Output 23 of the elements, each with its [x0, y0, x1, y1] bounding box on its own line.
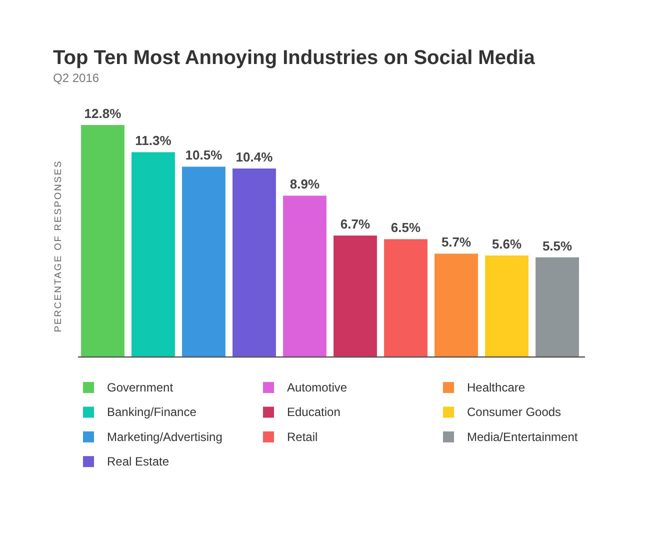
chart-subtitle: Q2 2016: [53, 71, 100, 85]
legend-label: Banking/Finance: [107, 405, 197, 420]
legend-label: Marketing/Advertising: [107, 430, 222, 444]
chart-title: Top Ten Most Annoying Industries on Social Media: [53, 47, 536, 69]
data-label: 6.5%: [390, 220, 422, 236]
data-label: 12.8%: [84, 106, 122, 121]
legend-label: Real Estate: [107, 454, 170, 469]
data-label: 11.3%: [135, 133, 172, 148]
legend-label: Retail: [287, 430, 318, 444]
data-label: 10.5%: [185, 148, 223, 163]
legend-label: Automotive: [287, 380, 348, 394]
data-label: 5.7%: [441, 234, 472, 250]
legend-label: Education: [287, 405, 340, 420]
legend-label: Government: [107, 380, 174, 394]
legend-label: Consumer Goods: [467, 405, 562, 420]
legend-label: Healthcare: [467, 380, 526, 394]
data-label: 10.4%: [236, 150, 274, 164]
data-label: 5.6%: [492, 236, 522, 252]
legend-label: Media/Entertainment: [467, 430, 578, 444]
data-label: 6.7%: [340, 216, 371, 232]
data-label: 8.9%: [290, 176, 320, 192]
data-label: 5.5%: [542, 238, 573, 254]
y-axis-title: PERCENTAGE OF RESPONSES: [53, 160, 64, 332]
